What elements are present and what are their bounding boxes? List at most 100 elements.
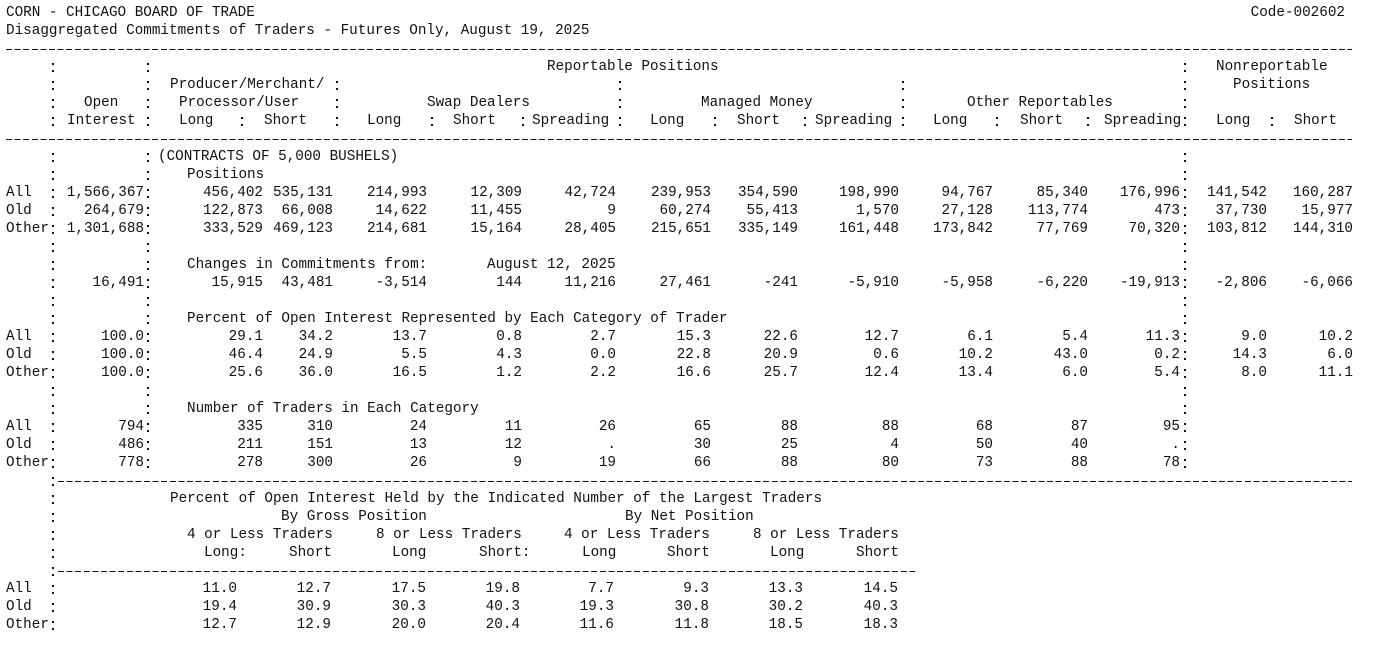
cell: 15,915 <box>211 275 263 291</box>
separator <box>147 225 149 234</box>
group-label: 8 or Less Traders <box>376 527 522 543</box>
separator <box>147 351 149 360</box>
cell: 12.7 <box>296 581 331 597</box>
cell: 11 <box>504 419 522 435</box>
cell: 113,774 <box>1027 203 1088 219</box>
cell: 27,128 <box>941 203 993 219</box>
cell: 19.4 <box>202 599 237 615</box>
separator <box>52 207 54 216</box>
code: Code-002602 <box>1250 5 1345 21</box>
separator <box>52 387 54 396</box>
cell: 22.8 <box>676 347 711 363</box>
cell: 5.5 <box>401 347 427 363</box>
separator <box>1184 369 1186 378</box>
cell: 66,008 <box>281 203 333 219</box>
cell: 6.0 <box>1062 365 1088 381</box>
cell: 34.2 <box>298 329 333 345</box>
cell: 310 <box>307 419 333 435</box>
rule <box>6 139 1352 140</box>
column-label: Long: <box>204 545 247 561</box>
cell: 30.2 <box>768 599 803 615</box>
cell: 144,310 <box>1292 221 1353 237</box>
cell: 14.3 <box>1232 347 1267 363</box>
cell: 1,566,367 <box>66 185 144 201</box>
title: CORN - CHICAGO BOARD OF TRADE <box>6 5 255 21</box>
column-label: Long <box>1216 113 1251 129</box>
separator <box>147 333 149 342</box>
separator <box>147 261 149 270</box>
cell: 19.8 <box>485 581 520 597</box>
cell: 239,953 <box>650 185 711 201</box>
separator <box>1184 117 1186 126</box>
cell: 9.3 <box>683 581 709 597</box>
section-title: Positions <box>187 167 265 183</box>
separator <box>52 549 54 558</box>
section-title: Percent of Open Interest Held by the Ind… <box>170 491 823 507</box>
column-label: Short <box>1020 113 1063 129</box>
cell: 300 <box>307 455 333 471</box>
cell: -6,220 <box>1036 275 1088 291</box>
separator <box>52 171 54 180</box>
separator <box>336 81 338 90</box>
cell: 12.7 <box>202 617 237 633</box>
cell: 11.8 <box>674 617 709 633</box>
group-label: Producer/Merchant/ <box>170 77 325 93</box>
cell: 456,402 <box>202 185 263 201</box>
cell: 215,651 <box>650 221 711 237</box>
column-label: Long <box>392 545 427 561</box>
cell: 16,491 <box>92 275 144 291</box>
column-label: Short <box>856 545 899 561</box>
cell: 16.6 <box>676 365 711 381</box>
cell: 19.3 <box>579 599 614 615</box>
cell: 88 <box>780 455 798 471</box>
separator <box>619 81 621 90</box>
cell: 14.5 <box>863 581 898 597</box>
cell: 20.9 <box>763 347 798 363</box>
cell: 0.8 <box>496 329 522 345</box>
cell: 36.0 <box>298 365 333 381</box>
separator <box>902 117 904 126</box>
cell: . <box>1171 437 1180 453</box>
separator <box>147 405 149 414</box>
cell: -2,806 <box>1215 275 1267 291</box>
cell: 26 <box>409 455 427 471</box>
separator <box>714 117 716 126</box>
column-label: Short <box>737 113 780 129</box>
separator <box>52 279 54 288</box>
cell: 161,448 <box>838 221 899 237</box>
cell: 43.0 <box>1053 347 1088 363</box>
cell: 37,730 <box>1215 203 1267 219</box>
separator <box>52 585 54 594</box>
row-label: Old <box>6 437 32 453</box>
group-label: Open <box>84 95 119 111</box>
separator <box>1184 63 1186 72</box>
cell: 100.0 <box>101 347 144 363</box>
column-label: Long <box>650 113 685 129</box>
separator <box>52 261 54 270</box>
cell: 11.3 <box>1145 329 1180 345</box>
separator <box>52 603 54 612</box>
cell: 88 <box>780 419 798 435</box>
cell: 70,320 <box>1128 221 1180 237</box>
separator <box>52 441 54 450</box>
separator <box>52 225 54 234</box>
cell: 60,274 <box>659 203 711 219</box>
separator <box>147 441 149 450</box>
cell: 5.4 <box>1062 329 1088 345</box>
cell: 13.3 <box>768 581 803 597</box>
separator <box>52 423 54 432</box>
cell: 68 <box>975 419 993 435</box>
separator <box>52 495 54 504</box>
cell: 333,529 <box>202 221 263 237</box>
cell: 50 <box>975 437 993 453</box>
separator <box>1184 189 1186 198</box>
separator <box>147 189 149 198</box>
cell: -19,913 <box>1119 275 1180 291</box>
cell: 88 <box>1070 455 1088 471</box>
row-label: Other <box>6 617 49 633</box>
column-label: Short <box>289 545 332 561</box>
cell: 11,216 <box>564 275 616 291</box>
column-label: Spreading <box>1104 113 1182 129</box>
column-label: Spreading <box>532 113 610 129</box>
